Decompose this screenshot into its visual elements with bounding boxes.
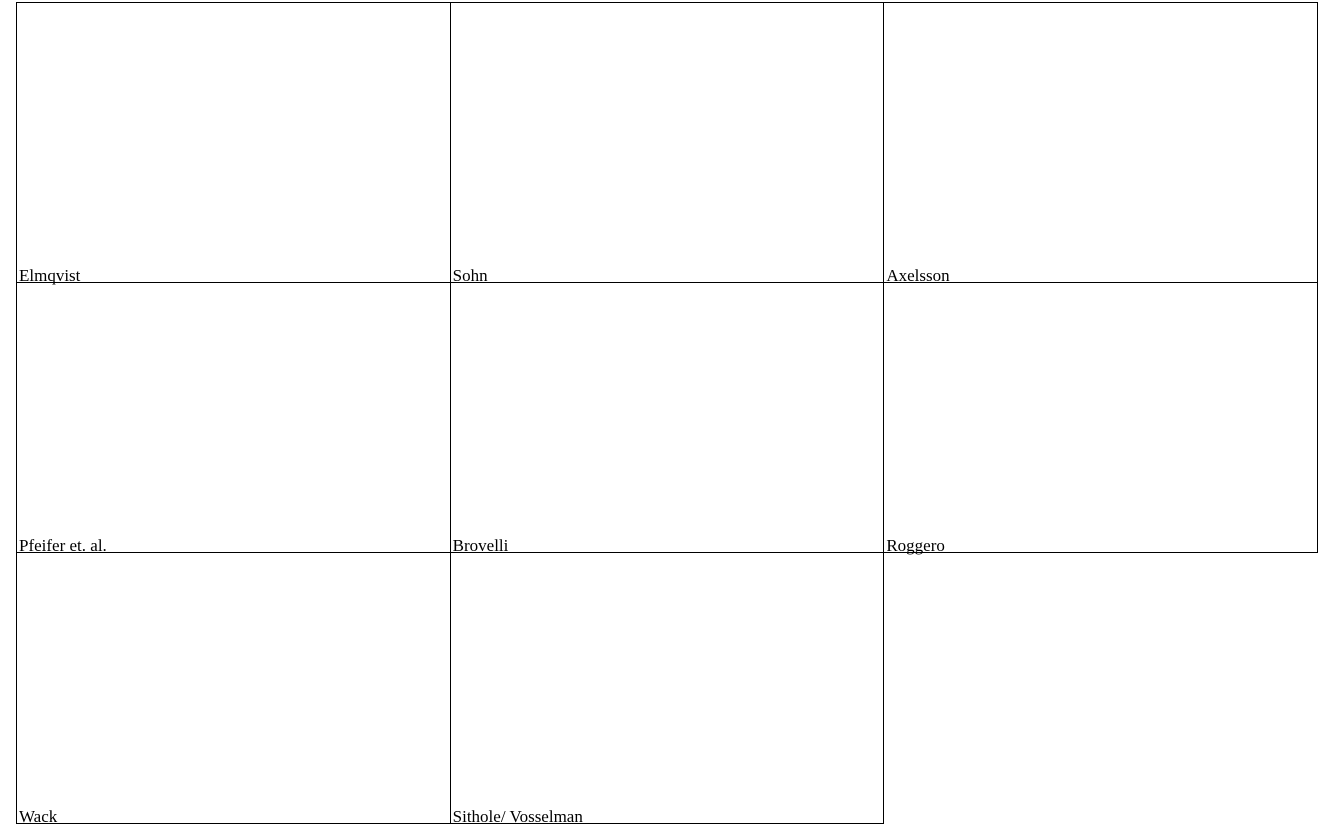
panel-cell: Brovelli — [449, 282, 885, 555]
panel-map — [20, 286, 446, 533]
empty-cell — [883, 552, 1318, 824]
panel-cell: Pfeifer et. al. — [16, 282, 451, 555]
panel-cell: Sithole/ Vosselman — [449, 552, 885, 826]
panel-caption: Roggero — [886, 536, 945, 555]
panel-caption: Brovelli — [452, 536, 509, 555]
results-grid: Elmqvist Sohn Axelsson Pfeifer et. al. B… — [16, 2, 1318, 826]
panel-map — [454, 286, 880, 533]
panel-cell: Elmqvist — [16, 2, 451, 285]
panel-cell: Sohn — [449, 2, 885, 285]
panel-cell: Wack — [16, 552, 451, 826]
panel-cell: Roggero — [883, 282, 1318, 555]
panel-cell: Axelsson — [883, 2, 1318, 285]
panel-map — [887, 6, 1313, 253]
panel-map — [20, 556, 446, 803]
panel-caption: Elmqvist — [19, 266, 81, 285]
panel-caption: Sohn — [452, 266, 488, 285]
panel-caption: Wack — [19, 807, 58, 826]
panel-caption: Sithole/ Vosselman — [452, 807, 583, 826]
panel-caption: Axelsson — [886, 266, 950, 285]
panel-map — [454, 556, 880, 803]
panel-caption: Pfeifer et. al. — [19, 536, 107, 555]
panel-map — [454, 6, 880, 253]
panel-map — [20, 6, 446, 253]
panel-map — [887, 286, 1313, 533]
